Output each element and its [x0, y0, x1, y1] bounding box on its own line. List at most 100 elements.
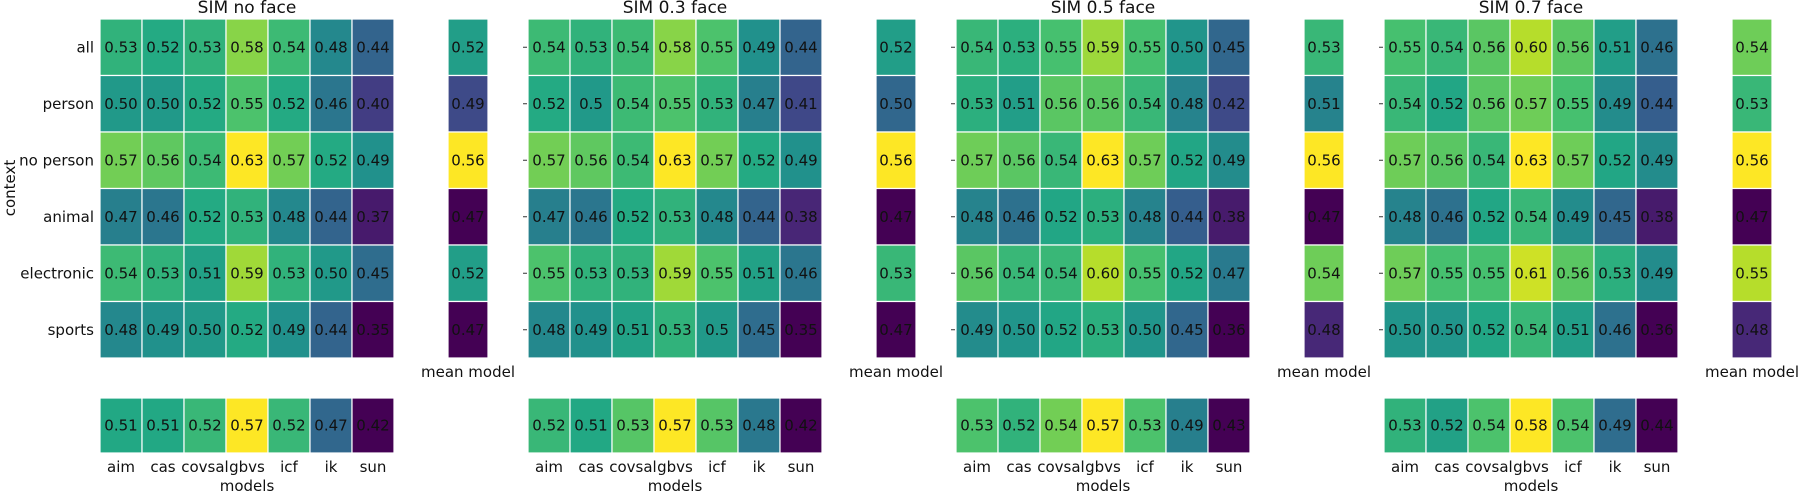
- panel-3-model-6: sun: [1644, 458, 1671, 476]
- panel-0-r2-c5-label: 0.52: [314, 151, 347, 169]
- panel-0-model-5: ik: [325, 458, 338, 476]
- panel-1-colmean-6-cell: [779, 397, 823, 454]
- panel-0-r2-c6-label: 0.49: [356, 151, 389, 169]
- panel-3-rowmean-1-cell: [1731, 74, 1773, 133]
- panel-2-r4-c5-label: 0.52: [1170, 264, 1203, 282]
- panel-3-r1-c1-cell: [1425, 74, 1469, 133]
- panel-0-r0-c3-label: 0.58: [230, 38, 263, 56]
- panel-3-r0-c1-label: 0.54: [1430, 38, 1463, 56]
- panel-0-r3-c5-label: 0.44: [314, 208, 347, 226]
- panel-1-r3-c5-cell: [737, 187, 781, 246]
- panel-0-r5-c6-cell: [351, 300, 395, 359]
- panel-0-model-3: gbvs: [229, 458, 265, 476]
- panel-3-rowmean-3-label: 0.47: [1735, 208, 1768, 226]
- panel-0-r1-c2-cell: [183, 74, 227, 133]
- panel-1-r3-c1-label: 0.46: [574, 208, 607, 226]
- panel-2-r5-c6-cell: [1207, 300, 1251, 359]
- panel-1-r4-c3-label: 0.59: [658, 264, 691, 282]
- panel-1-r0-c4-label: 0.55: [700, 38, 733, 56]
- panel-2-r3-c0-cell: [955, 187, 999, 246]
- panel-2-colmean-1-cell: [997, 397, 1041, 454]
- panel-1-r3-c2-label: 0.52: [616, 208, 649, 226]
- panel-2-r4-c6-label: 0.47: [1212, 264, 1245, 282]
- panel-3-colmean-3-label: 0.58: [1514, 417, 1547, 435]
- panel-0-colmean-5-label: 0.47: [314, 417, 347, 435]
- panel-0-model-2: covsal: [181, 458, 228, 476]
- panel-1-r4-c1-cell: [569, 244, 613, 303]
- panel-3-r4-c6-cell: [1635, 244, 1679, 303]
- panel-3-r4-c4-label: 0.56: [1556, 264, 1589, 282]
- panel-3-r1-c2-label: 0.56: [1472, 95, 1505, 113]
- panel-2-rowmean-2-cell: [1303, 131, 1345, 190]
- panel-2-r2-c2-label: 0.54: [1044, 151, 1077, 169]
- panel-0-colmean-4-label: 0.52: [272, 417, 305, 435]
- panel-1-rowmean-1-cell: [875, 74, 917, 133]
- panel-2-r3-c6-label: 0.38: [1212, 208, 1245, 226]
- panel-2-r4-c1-label: 0.54: [1002, 264, 1035, 282]
- panel-3-colmean-6-label: 0.44: [1640, 417, 1673, 435]
- panel-3-r5-c6-cell: [1635, 300, 1679, 359]
- panel-0-r1-c6-cell: [351, 74, 395, 133]
- panel-3-colmean-3-cell: [1509, 397, 1553, 454]
- panel-3-r0-c4-label: 0.56: [1556, 38, 1589, 56]
- panel-2-r2-c3-label: 0.63: [1086, 151, 1119, 169]
- panel-1-r2-c5-cell: [737, 131, 781, 190]
- panel-0-r2-c1-cell: [141, 131, 185, 190]
- panel-0-r5-c4-cell: [267, 300, 311, 359]
- panel-3-r5-c1-cell: [1425, 300, 1469, 359]
- panel-1-colmean-0-label: 0.52: [532, 417, 565, 435]
- row-label-4: electronic: [20, 264, 94, 282]
- panel-3-r2-c2-label: 0.54: [1472, 151, 1505, 169]
- panel-2-r2-c5-cell: [1165, 131, 1209, 190]
- panel-2-r1-c3-label: 0.56: [1086, 95, 1119, 113]
- panel-title-0: SIM no face: [198, 0, 297, 18]
- panel-3-colmean-0-label: 0.53: [1388, 417, 1421, 435]
- panel-3-rowmean-0-cell: [1731, 18, 1773, 77]
- panel-2-r3-c1-label: 0.46: [1002, 208, 1035, 226]
- panel-1-r2-c3-cell: [653, 131, 697, 190]
- panel-1-r2-c0-label: 0.57: [532, 151, 565, 169]
- panel-3-r3-c3-label: 0.54: [1514, 208, 1547, 226]
- panel-0-r2-c5-cell: [309, 131, 353, 190]
- panel-0-r2-c4-cell: [267, 131, 311, 190]
- panel-3-r3-c2-label: 0.52: [1472, 208, 1505, 226]
- panel-0-r5-c0-cell: [99, 300, 143, 359]
- panel-2-rowmean-3-cell: [1303, 187, 1345, 246]
- panel-3-model-5: ik: [1609, 458, 1622, 476]
- panel-3-colmean-5-label: 0.49: [1598, 417, 1631, 435]
- panel-3-rowmean-5-label: 0.48: [1735, 321, 1768, 339]
- panel-2-r2-c3-cell: [1081, 131, 1125, 190]
- panel-3-r1-c1-label: 0.52: [1430, 95, 1463, 113]
- panel-0-r3-c4-label: 0.48: [272, 208, 305, 226]
- panel-1-r2-c1-label: 0.56: [574, 151, 607, 169]
- panel-0-rowmean-4-cell: [447, 244, 489, 303]
- panel-2-r2-c2-cell: [1039, 131, 1083, 190]
- panel-0-r5-c5-cell: [309, 300, 353, 359]
- panel-1-colmean-2-label: 0.53: [616, 417, 649, 435]
- panel-3-r3-c4-label: 0.49: [1556, 208, 1589, 226]
- row-label-2: no person: [19, 151, 94, 169]
- panel-0-r2-c3-label: 0.63: [230, 151, 263, 169]
- panel-2-colmean-6-label: 0.43: [1212, 417, 1245, 435]
- panel-1-r5-c2-label: 0.51: [616, 321, 649, 339]
- panel-3-r0-c5-label: 0.51: [1598, 38, 1631, 56]
- panel-3-r4-c2-label: 0.55: [1472, 264, 1505, 282]
- panel-2-colmean-4-label: 0.53: [1128, 417, 1161, 435]
- panel-0-r2-c2-label: 0.54: [188, 151, 221, 169]
- panel-2-model-4: icf: [1136, 458, 1154, 476]
- panel-1-r5-c6-label: 0.35: [784, 321, 817, 339]
- panel-2-r3-c3-cell: [1081, 187, 1125, 246]
- panel-3-colmean-2-cell: [1467, 397, 1511, 454]
- panel-1-r1-c6-label: 0.41: [784, 95, 817, 113]
- panel-0-r4-c5-label: 0.50: [314, 264, 347, 282]
- panel-3-r5-c4-label: 0.51: [1556, 321, 1589, 339]
- panel-0-r0-c0-cell: [99, 18, 143, 77]
- panel-3-r5-c1-label: 0.50: [1430, 321, 1463, 339]
- panel-2-r2-c1-label: 0.56: [1002, 151, 1035, 169]
- panel-0-r0-c5-cell: [309, 18, 353, 77]
- panel-3-r0-c6-cell: [1635, 18, 1679, 77]
- panel-2-r1-c0-cell: [955, 74, 999, 133]
- panel-3-r2-c5-cell: [1593, 131, 1637, 190]
- panel-2-r2-c6-cell: [1207, 131, 1251, 190]
